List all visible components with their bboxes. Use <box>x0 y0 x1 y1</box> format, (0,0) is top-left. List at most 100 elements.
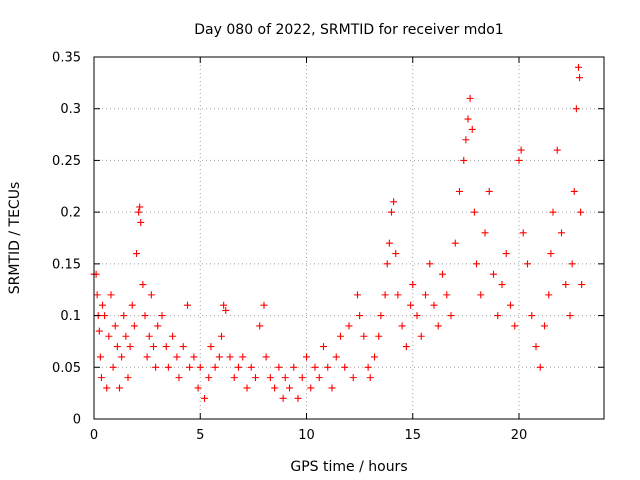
data-point <box>135 208 143 216</box>
data-point <box>360 332 368 340</box>
data-point <box>239 353 247 361</box>
y-axis-label: SRMTID / TECUs <box>7 182 23 295</box>
data-point <box>345 322 353 330</box>
data-point <box>456 187 463 195</box>
x-tick-label: 20 <box>511 428 528 443</box>
data-point <box>226 353 234 361</box>
data-point <box>576 74 584 82</box>
data-point <box>130 322 138 330</box>
grid-layer <box>94 57 604 419</box>
data-point <box>143 353 151 361</box>
data-point <box>426 260 434 268</box>
data-point <box>481 229 489 237</box>
data-point <box>230 374 238 382</box>
data-point <box>126 343 134 351</box>
data-point <box>558 229 565 237</box>
data-point <box>93 291 101 299</box>
data-point <box>222 306 230 314</box>
data-point <box>205 374 213 382</box>
data-point <box>184 301 191 309</box>
data-point <box>281 374 289 382</box>
data-point <box>298 374 306 382</box>
data-point <box>337 332 344 340</box>
data-point <box>247 363 255 371</box>
data-point <box>447 312 455 320</box>
data-point <box>349 374 357 382</box>
data-point <box>366 374 374 382</box>
data-point <box>294 394 302 402</box>
data-point <box>139 281 147 289</box>
data-point <box>498 281 506 289</box>
y-tick-label: 0.15 <box>52 257 81 272</box>
data-point <box>375 332 383 340</box>
data-point <box>470 208 478 216</box>
data-point <box>164 363 172 371</box>
data-point <box>468 125 476 133</box>
data-point <box>577 208 585 216</box>
data-point <box>307 384 315 392</box>
data-point <box>116 384 123 392</box>
data-point <box>502 250 510 258</box>
y-tick-label: 0.35 <box>52 51 81 66</box>
data-point <box>332 353 340 361</box>
data-point <box>97 374 105 382</box>
data-point <box>407 301 415 309</box>
data-point <box>211 363 219 371</box>
data-point <box>562 281 570 289</box>
data-point <box>252 374 259 382</box>
data-point <box>275 363 283 371</box>
data-point <box>101 312 109 320</box>
data-point <box>150 343 157 351</box>
data-point <box>124 374 132 382</box>
data-point <box>354 291 361 299</box>
data-point <box>434 322 442 330</box>
data-point <box>324 363 332 371</box>
data-point <box>451 239 459 247</box>
data-point <box>547 250 555 258</box>
data-point <box>392 250 400 258</box>
data-point <box>394 291 402 299</box>
chart-title: Day 080 of 2022, SRMTID for receiver mdo… <box>194 22 503 38</box>
x-tick-label: 10 <box>298 428 315 443</box>
data-point <box>570 187 578 195</box>
data-point <box>507 301 514 309</box>
data-point <box>398 322 406 330</box>
data-point <box>96 353 104 361</box>
y-tick-label: 0 <box>73 413 81 428</box>
data-point <box>517 146 525 154</box>
data-point <box>515 156 523 164</box>
data-point <box>430 301 438 309</box>
data-point <box>152 363 160 371</box>
data-point <box>136 203 144 211</box>
axes-layer: 0 5 10 15 20 0 0.05 0.1 0.15 0.2 0.25 0.3 0.35 <box>52 51 605 443</box>
data-point <box>320 343 327 351</box>
y-tick-label: 0.25 <box>52 154 81 169</box>
plot-frame <box>93 56 605 420</box>
data-point <box>422 291 429 299</box>
data-point <box>402 343 410 351</box>
data-point <box>385 239 393 247</box>
x-axis-label: GPS time / hours <box>290 459 407 475</box>
data-point <box>466 94 474 102</box>
data-point <box>175 374 183 382</box>
y-tick-label: 0.3 <box>60 102 81 117</box>
data-point <box>207 343 215 351</box>
data-point <box>568 260 576 268</box>
data-point <box>154 322 162 330</box>
data-point <box>162 343 170 351</box>
data-point <box>443 291 451 299</box>
data-point <box>133 250 140 258</box>
data-point <box>541 322 548 330</box>
data-point <box>460 156 468 164</box>
data-point <box>220 301 228 309</box>
data-point <box>388 208 395 216</box>
data-point <box>328 384 336 392</box>
data-point <box>243 384 251 392</box>
data-point <box>113 343 121 351</box>
data-point <box>485 187 493 195</box>
data-point <box>120 312 128 320</box>
data-point <box>377 312 385 320</box>
data-point <box>494 312 502 320</box>
